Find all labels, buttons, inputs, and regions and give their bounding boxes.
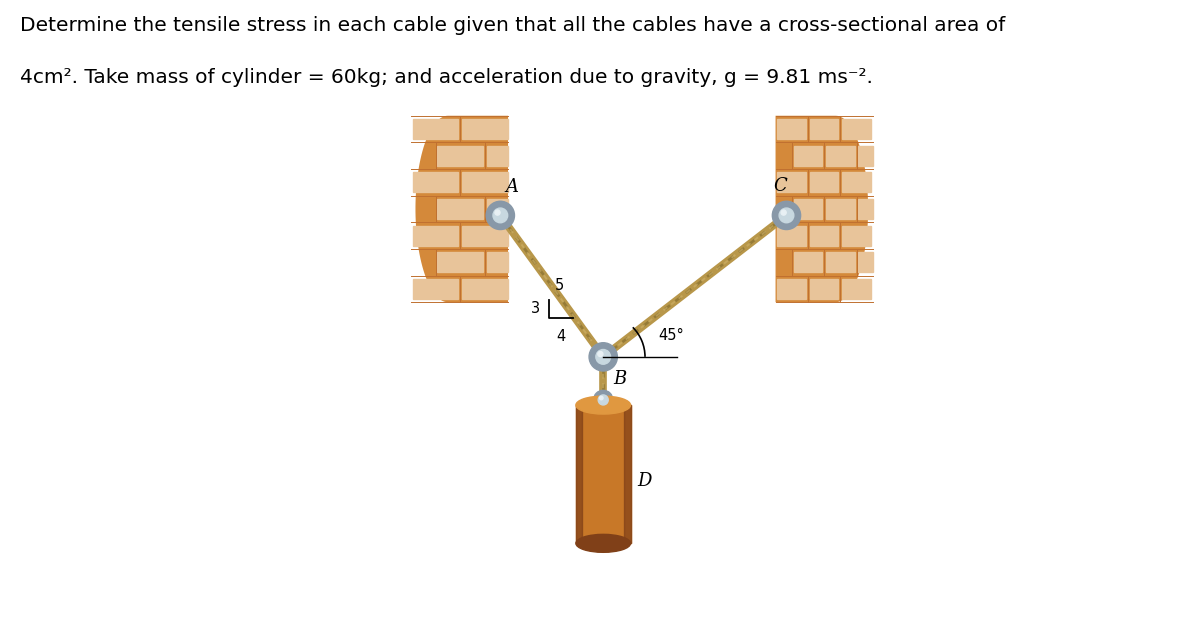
FancyBboxPatch shape xyxy=(462,119,508,139)
Circle shape xyxy=(589,343,617,371)
Polygon shape xyxy=(415,116,508,302)
FancyBboxPatch shape xyxy=(487,199,508,219)
Circle shape xyxy=(594,390,613,410)
Text: 4cm². Take mass of cylinder = 60kg; and acceleration due to gravity, g = 9.81 ms: 4cm². Take mass of cylinder = 60kg; and … xyxy=(20,68,874,87)
FancyBboxPatch shape xyxy=(826,199,854,219)
FancyBboxPatch shape xyxy=(810,226,839,246)
Text: 45°: 45° xyxy=(658,328,684,343)
FancyBboxPatch shape xyxy=(487,145,508,166)
Circle shape xyxy=(598,395,608,405)
Circle shape xyxy=(779,208,794,222)
FancyBboxPatch shape xyxy=(413,119,458,139)
Circle shape xyxy=(486,201,515,230)
FancyBboxPatch shape xyxy=(462,172,508,192)
FancyBboxPatch shape xyxy=(842,279,871,299)
Text: 5: 5 xyxy=(554,278,564,293)
Bar xyxy=(576,405,630,543)
FancyBboxPatch shape xyxy=(826,252,854,273)
FancyBboxPatch shape xyxy=(487,252,508,273)
FancyBboxPatch shape xyxy=(413,279,458,299)
FancyBboxPatch shape xyxy=(438,199,482,219)
Circle shape xyxy=(598,352,602,357)
Ellipse shape xyxy=(576,396,630,414)
FancyBboxPatch shape xyxy=(778,119,806,139)
Text: D: D xyxy=(637,472,652,489)
FancyBboxPatch shape xyxy=(842,226,871,246)
FancyBboxPatch shape xyxy=(462,226,508,246)
Circle shape xyxy=(493,208,508,222)
Text: 4: 4 xyxy=(556,329,565,343)
Text: 3: 3 xyxy=(532,302,540,316)
Circle shape xyxy=(600,396,604,400)
FancyBboxPatch shape xyxy=(778,226,806,246)
FancyBboxPatch shape xyxy=(858,252,872,273)
FancyBboxPatch shape xyxy=(438,145,482,166)
FancyBboxPatch shape xyxy=(810,119,839,139)
FancyBboxPatch shape xyxy=(842,119,871,139)
FancyBboxPatch shape xyxy=(842,172,871,192)
FancyBboxPatch shape xyxy=(793,145,822,166)
FancyBboxPatch shape xyxy=(438,252,482,273)
FancyBboxPatch shape xyxy=(462,279,508,299)
Text: B: B xyxy=(613,370,626,388)
FancyBboxPatch shape xyxy=(413,226,458,246)
FancyBboxPatch shape xyxy=(413,172,458,192)
FancyBboxPatch shape xyxy=(793,199,822,219)
Text: C: C xyxy=(774,177,787,195)
Text: A: A xyxy=(505,178,518,196)
FancyBboxPatch shape xyxy=(826,145,854,166)
FancyBboxPatch shape xyxy=(858,199,872,219)
FancyBboxPatch shape xyxy=(778,172,806,192)
Circle shape xyxy=(773,201,800,230)
FancyBboxPatch shape xyxy=(810,279,839,299)
Ellipse shape xyxy=(576,534,630,552)
FancyBboxPatch shape xyxy=(778,279,806,299)
Circle shape xyxy=(494,210,500,215)
Polygon shape xyxy=(775,116,868,302)
FancyBboxPatch shape xyxy=(793,252,822,273)
Circle shape xyxy=(781,210,786,215)
Text: Determine the tensile stress in each cable given that all the cables have a cros: Determine the tensile stress in each cab… xyxy=(20,16,1006,35)
Circle shape xyxy=(596,350,611,364)
FancyBboxPatch shape xyxy=(810,172,839,192)
FancyBboxPatch shape xyxy=(858,145,872,166)
